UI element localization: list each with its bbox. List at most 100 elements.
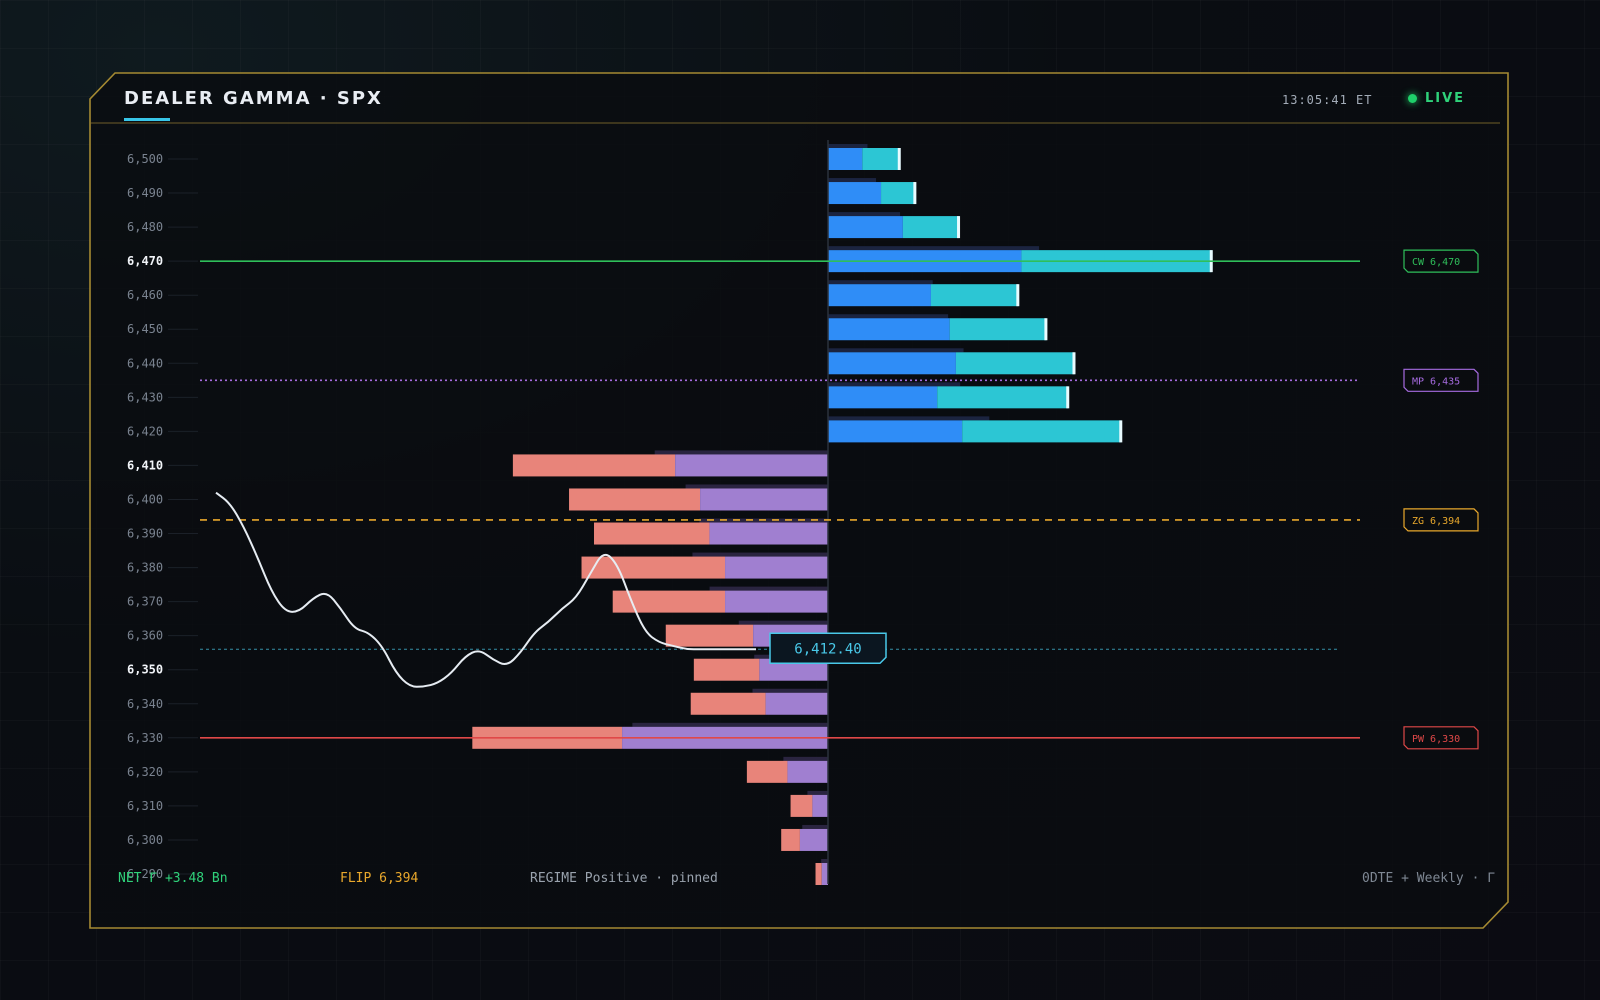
y-tick-label: 6,370 xyxy=(127,595,163,609)
put-bar-shadow xyxy=(709,586,828,591)
call-bar-shadow xyxy=(828,178,877,183)
put-bar-shadow xyxy=(738,620,828,625)
put-bar-shadow xyxy=(821,859,828,863)
regime-readout: REGIME Positive · pinned xyxy=(530,871,718,886)
live-indicator-dot xyxy=(1408,94,1417,103)
call-bar-secondary xyxy=(862,148,900,170)
call-bar-primary xyxy=(828,352,956,375)
put-bar-primary xyxy=(581,556,726,579)
call-bar-shadow xyxy=(828,314,949,319)
y-tick-label: 6,360 xyxy=(127,629,163,643)
scope-readout: 0DTE + Weekly · Γ xyxy=(1362,871,1496,886)
y-tick-label: 6,300 xyxy=(127,833,163,847)
call-bar-shadow xyxy=(828,382,961,387)
live-label: LIVE xyxy=(1425,91,1466,106)
put-bar-shadow xyxy=(752,688,828,693)
net-gamma-readout: NET Γ +3.48 Bn xyxy=(118,871,228,886)
call-bar-secondary xyxy=(962,420,1122,443)
y-tick-label: 6,480 xyxy=(127,220,163,234)
put-bar-secondary xyxy=(725,590,828,613)
put-bar-shadow xyxy=(685,484,828,489)
price-path-line xyxy=(215,491,756,688)
y-tick-label: 6,380 xyxy=(127,561,163,575)
call-bar-primary xyxy=(828,420,963,443)
spot-label: 6,412.40 xyxy=(794,641,861,657)
put-bar-primary xyxy=(781,828,800,851)
put-bar-secondary xyxy=(821,863,828,885)
call-bar-shadow xyxy=(828,280,933,285)
put-bar-secondary xyxy=(709,522,828,545)
y-tick-label: 6,470 xyxy=(127,254,163,268)
level-tag-label: CW 6,470 xyxy=(1412,257,1460,268)
y-tick-label: 6,490 xyxy=(127,186,163,200)
put-bar-secondary xyxy=(799,828,828,851)
y-tick-label: 6,500 xyxy=(127,152,163,166)
level-tag-box xyxy=(1403,726,1479,750)
y-tick-label: 6,350 xyxy=(127,663,163,677)
call-bar-secondary xyxy=(955,352,1075,375)
put-bar-shadow xyxy=(632,722,828,727)
level-tag-box xyxy=(1403,249,1479,273)
call-bar-cap xyxy=(1016,284,1020,307)
put-bar-primary xyxy=(746,760,788,783)
put-bar-primary xyxy=(690,692,766,715)
call-bar-shadow xyxy=(828,348,964,353)
put-bar-primary xyxy=(612,590,726,613)
put-bar-secondary xyxy=(725,556,828,579)
put-bar-shadow xyxy=(807,790,828,795)
call-bar-primary xyxy=(828,386,938,409)
call-bar-primary xyxy=(828,216,903,239)
call-bar-secondary xyxy=(881,182,916,205)
put-bar-secondary xyxy=(787,760,828,783)
level-tag-label: PW 6,330 xyxy=(1412,734,1460,745)
put-bar-secondary xyxy=(812,794,828,817)
put-bar-shadow xyxy=(692,552,828,557)
level-tag-box xyxy=(1403,368,1479,392)
put-bar-primary xyxy=(569,488,701,511)
y-tick-label: 6,320 xyxy=(127,765,163,779)
put-bar-secondary xyxy=(700,488,828,511)
level-tag-label: ZG 6,394 xyxy=(1412,516,1460,527)
y-tick-label: 6,420 xyxy=(127,424,163,438)
call-bar-secondary xyxy=(937,386,1069,409)
call-bar-cap xyxy=(957,216,961,239)
call-bar-primary xyxy=(828,318,950,341)
call-bar-shadow xyxy=(828,212,901,217)
put-bar-shadow xyxy=(802,824,828,829)
call-bar-cap xyxy=(1044,318,1048,341)
put-bar-shadow xyxy=(783,756,828,761)
call-bar-shadow xyxy=(828,144,868,148)
put-bar-primary xyxy=(665,624,754,647)
call-bar-cap xyxy=(1072,352,1076,375)
y-tick-label: 6,440 xyxy=(127,356,163,370)
call-bar-primary xyxy=(828,284,931,307)
y-tick-label: 6,340 xyxy=(127,697,163,711)
page-title: DEALER GAMMA · SPX xyxy=(124,88,383,109)
put-bar-secondary xyxy=(675,454,828,477)
y-tick-label: 6,400 xyxy=(127,492,163,506)
put-bar-primary xyxy=(693,658,760,681)
y-tick-label: 6,390 xyxy=(127,527,163,541)
call-bar-cap xyxy=(1119,420,1123,443)
level-tag-box xyxy=(1403,508,1479,532)
y-tick-label: 6,430 xyxy=(127,390,163,404)
clock-readout: 13:05:41 ET xyxy=(1282,93,1373,107)
flip-readout: FLIP 6,394 xyxy=(340,871,419,886)
call-bar-shadow xyxy=(828,246,1040,251)
call-bar-primary xyxy=(828,182,882,205)
call-bar-shadow xyxy=(828,416,990,421)
put-bar-primary xyxy=(512,454,676,477)
level-tag-label: MP 6,435 xyxy=(1412,376,1460,387)
put-bar-secondary xyxy=(765,692,828,715)
y-tick-label: 6,290 xyxy=(127,867,163,881)
y-tick-label: 6,330 xyxy=(127,731,163,745)
y-tick-label: 6,410 xyxy=(127,458,163,472)
put-bar-shadow xyxy=(654,450,828,455)
call-bar-secondary xyxy=(902,216,960,239)
put-bar-primary xyxy=(594,522,710,545)
put-bar-primary xyxy=(790,794,813,817)
put-bar-secondary xyxy=(759,658,828,681)
call-bar-secondary xyxy=(949,318,1047,341)
y-tick-label: 6,450 xyxy=(127,322,163,336)
